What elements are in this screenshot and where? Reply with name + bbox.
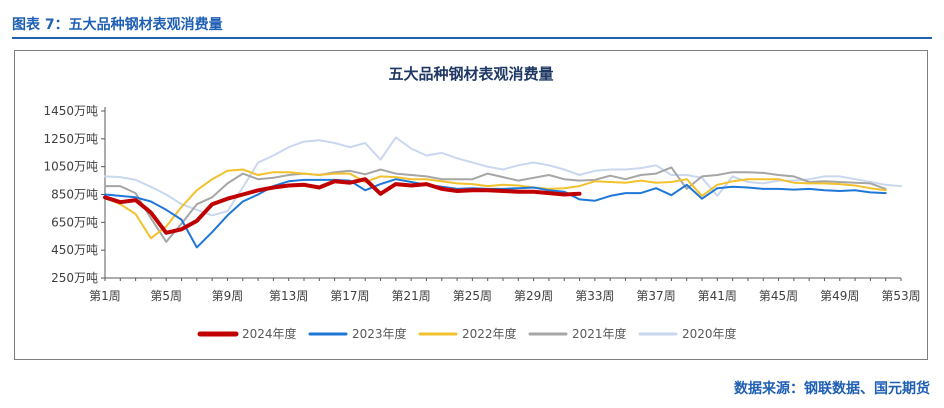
x-tick-label: 第17周 [330,289,369,303]
x-tick-label: 第5周 [150,289,182,303]
x-tick-label: 第1周 [89,289,121,303]
series-line-2021年度 [104,166,887,243]
chart-frame: 五大品种钢材表观消费量 250万吨 450万吨 650万吨 850万吨 1050万吨 12… [14,50,928,360]
y-tick-label: 650万吨 [51,215,98,229]
figure-caption: 图表 7：五大品种钢材表观消费量 [12,17,223,33]
y-tick-label: 1450万吨 [43,104,98,118]
series-line-2024年度 [103,177,582,235]
series-line-2022年度 [104,168,887,240]
header-rule [12,37,932,39]
y-tick-label: 250万吨 [51,271,98,285]
y-tick-label: 450万吨 [51,243,98,257]
x-tick-label: 第29周 [514,289,553,303]
legend-label: 2020年度 [682,326,737,341]
x-tick-label: 第53周 [881,289,920,303]
y-tick-label: 1250万吨 [43,132,98,146]
y-tick-label: 850万吨 [51,188,98,202]
legend-label: 2022年度 [462,326,517,341]
y-tick-label: 1050万吨 [43,160,98,174]
x-tick-label: 第13周 [269,289,308,303]
x-tick-label: 第21周 [392,289,431,303]
x-tick-label: 第25周 [453,289,492,303]
legend-label: 2023年度 [352,326,407,341]
x-tick-label: 第9周 [212,289,244,303]
x-tick-label: 第37周 [636,289,675,303]
line-chart: 250万吨 450万吨 650万吨 850万吨 1050万吨 1250万吨 1450万吨第1… [43,104,920,341]
x-tick-label: 第49周 [820,289,859,303]
legend-label: 2021年度 [572,326,627,341]
x-tick-label: 第33周 [575,289,614,303]
x-tick-label: 第41周 [698,289,737,303]
source-note: 数据来源：钢联数据、国元期货 [734,381,930,397]
x-tick-label: 第45周 [759,289,798,303]
legend-label: 2024年度 [242,326,297,341]
chart-title: 五大品种钢材表观消费量 [388,65,554,83]
